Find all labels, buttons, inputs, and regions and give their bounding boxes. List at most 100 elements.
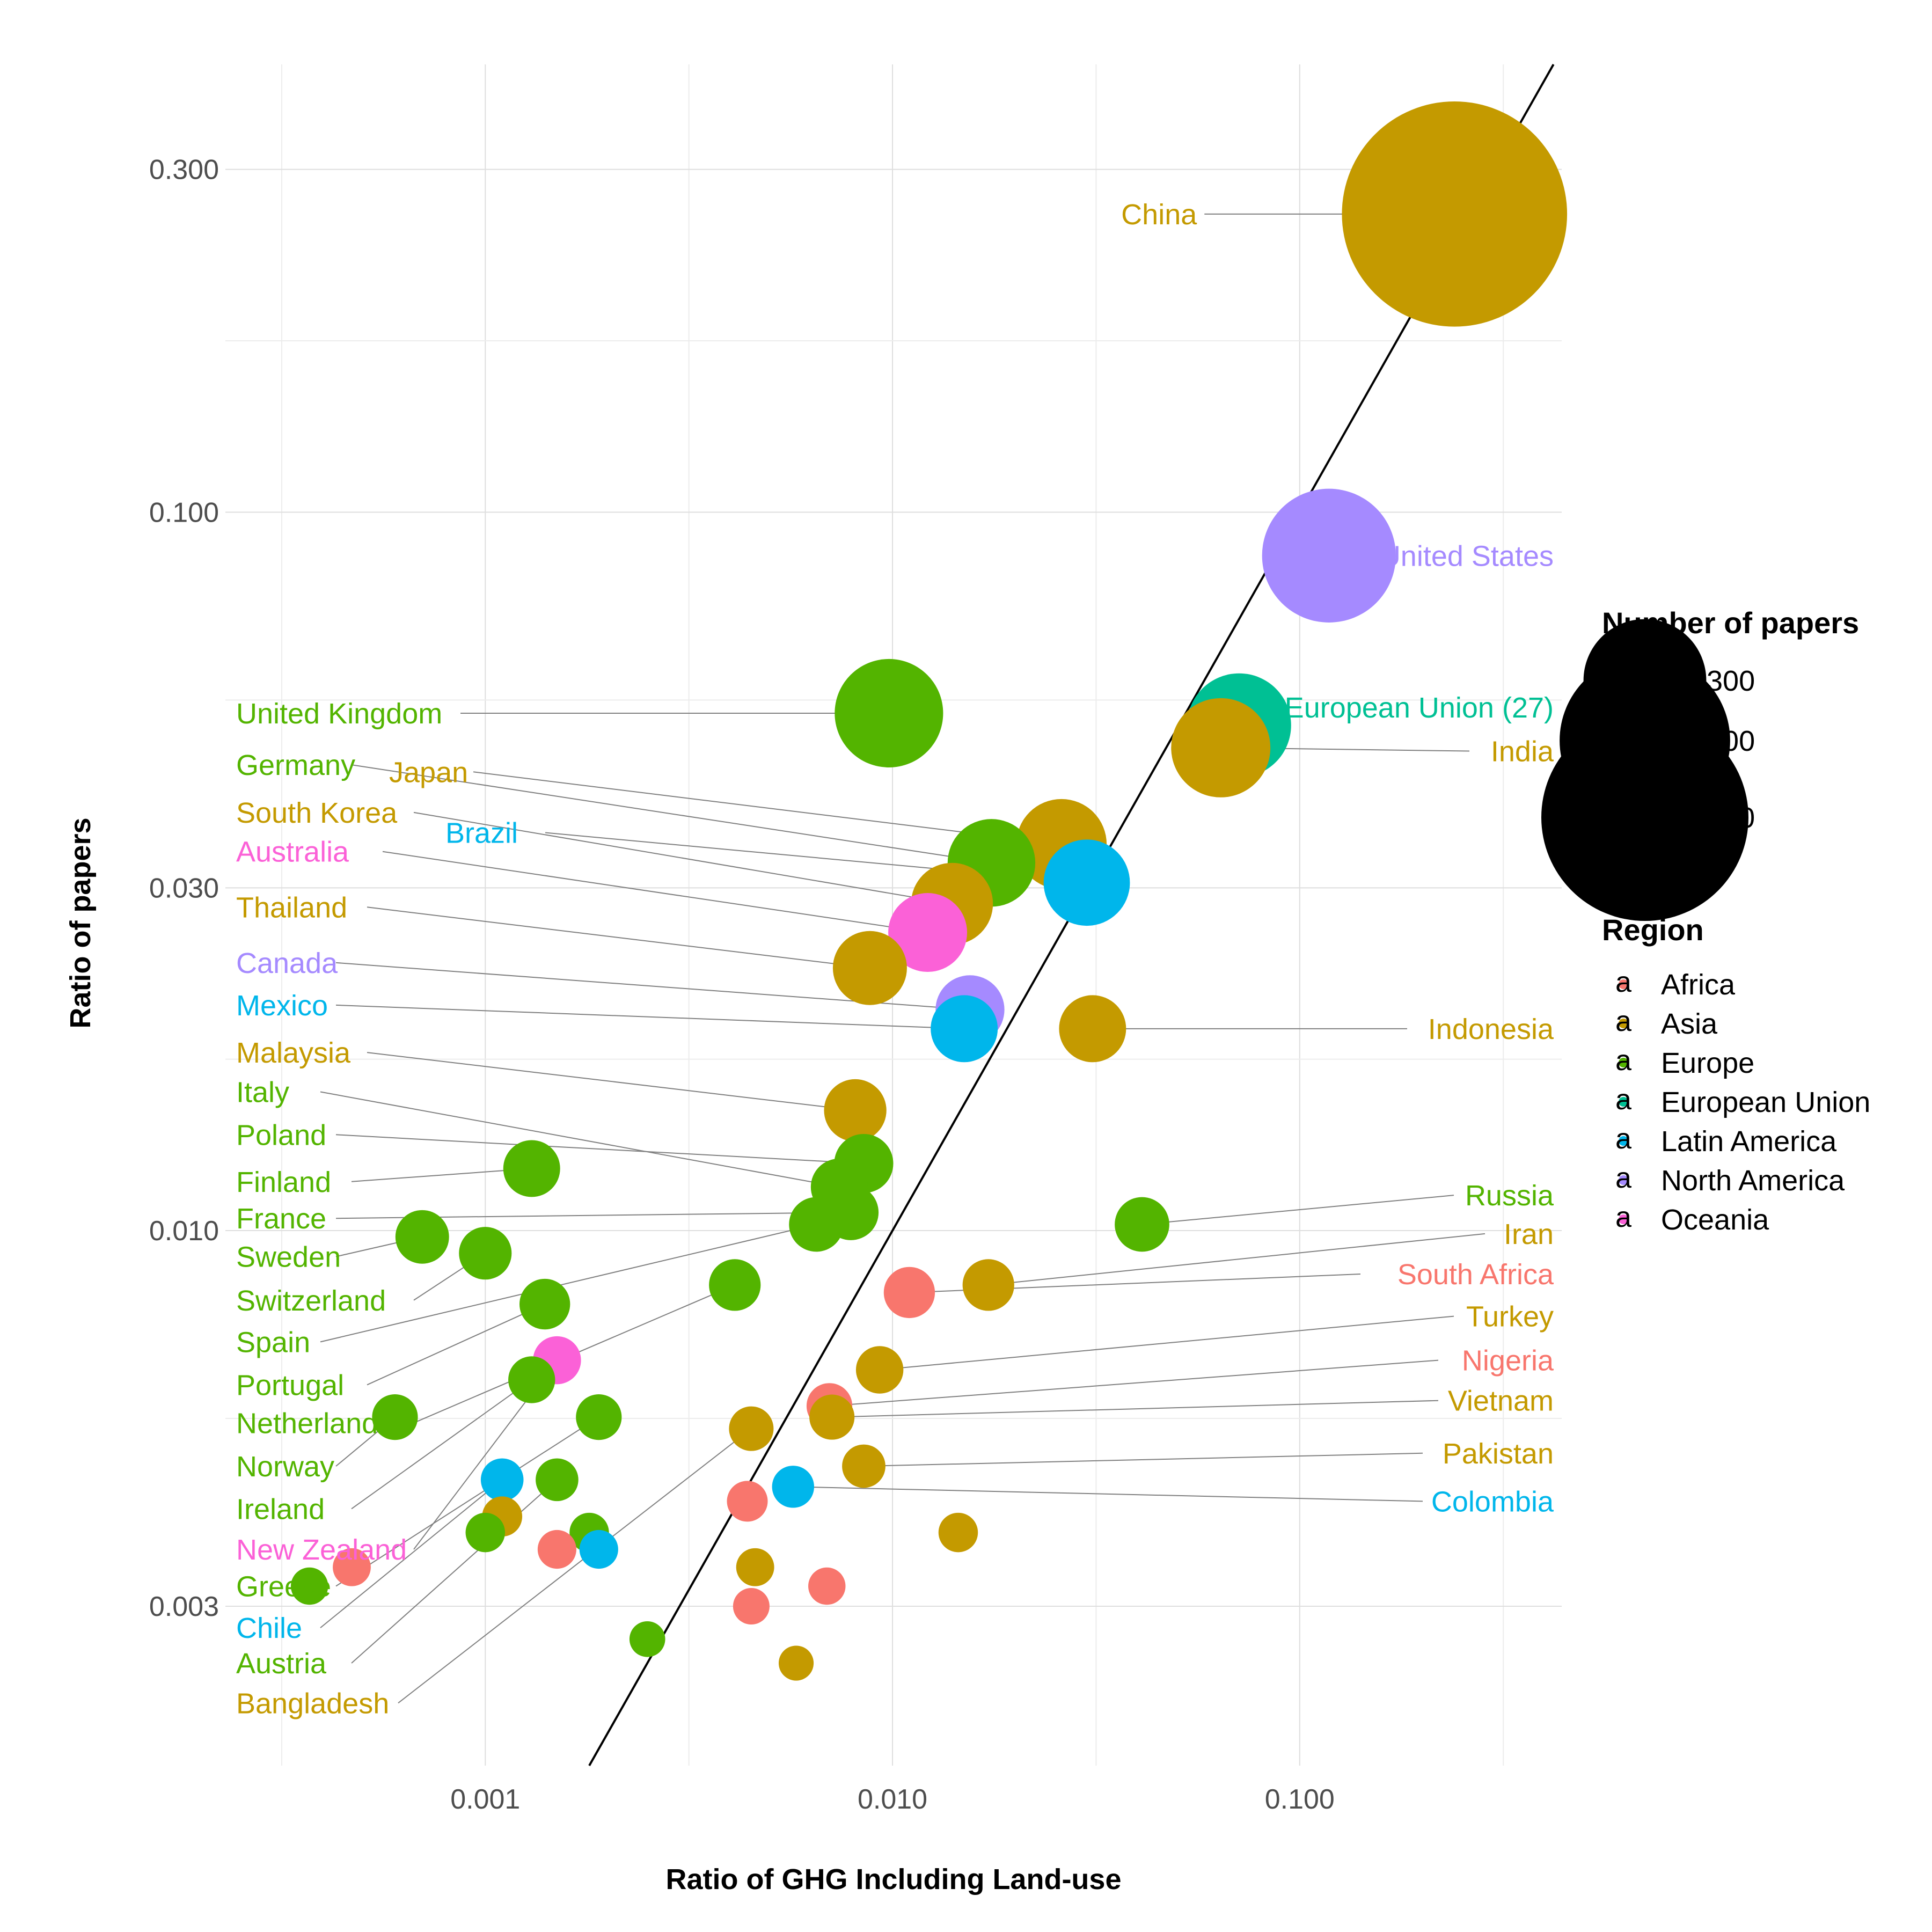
leader-line: [1141, 1195, 1454, 1225]
data-point: [855, 1346, 904, 1394]
leader-line: [988, 1233, 1485, 1286]
y-tick-label: 0.300: [149, 155, 219, 186]
data-point: [962, 1259, 1014, 1311]
leader-line: [382, 851, 928, 933]
leader-line: [367, 1052, 855, 1111]
country-label: Austria: [236, 1648, 327, 1680]
data-point: [1115, 1197, 1169, 1252]
data-point: [808, 1567, 846, 1605]
data-point: [778, 1645, 814, 1681]
country-label: New Zealand: [236, 1534, 407, 1566]
leader-line: [880, 1315, 1454, 1371]
data-point: [733, 1587, 770, 1625]
data-point: [938, 1512, 978, 1553]
country-label: Colombia: [1431, 1485, 1554, 1518]
y-axis-ticks: 0.003 0.010 0.030 0.100 0.300: [149, 155, 219, 1622]
data-point: [832, 931, 907, 1005]
y-axis-title: Ratio of papers: [64, 817, 97, 1028]
country-label: United Kingdom: [236, 698, 442, 730]
country-label: Thailand: [236, 891, 347, 924]
leader-line: [335, 1134, 864, 1164]
x-axis-ticks: 0.001 0.010 0.100: [450, 1784, 1335, 1815]
data-point: [508, 1356, 555, 1403]
country-label: Poland: [236, 1119, 326, 1151]
data-point: [888, 893, 968, 972]
leader-line: [413, 811, 953, 905]
country-label: United States: [1380, 540, 1554, 572]
country-label: Malaysia: [236, 1037, 351, 1069]
data-point: [835, 658, 943, 767]
country-label: Netherlands: [236, 1407, 392, 1439]
color-legend-dot: [1619, 1214, 1628, 1224]
data-point: [824, 1079, 887, 1142]
color-legend-glyph: a: [1615, 1123, 1632, 1155]
country-label: Canada: [236, 947, 338, 979]
country-label: Portugal: [236, 1369, 344, 1401]
color-legend-dot: [1619, 1136, 1628, 1146]
color-legend-label: Oceania: [1661, 1204, 1769, 1236]
data-point: [1059, 995, 1126, 1063]
data-point: [536, 1458, 579, 1502]
x-axis-title: Ratio of GHG Including Land-use: [666, 1863, 1122, 1896]
leader-line: [351, 764, 992, 863]
data-point: [1342, 101, 1568, 327]
size-legend-label: 900: [1707, 802, 1755, 834]
country-label: Indonesia: [1428, 1013, 1554, 1045]
data-point: [727, 1481, 768, 1522]
color-legend-dot: [1619, 1019, 1628, 1028]
leader-line: [367, 1304, 545, 1386]
country-label: Spain: [236, 1326, 310, 1358]
data-point: [333, 1548, 371, 1586]
data-point: [883, 1267, 935, 1319]
data-point: [519, 1278, 570, 1330]
color-legend-label: Asia: [1661, 1008, 1718, 1040]
color-legend-label: North America: [1661, 1165, 1845, 1197]
country-label: India: [1491, 736, 1554, 768]
data-point: [290, 1567, 328, 1605]
leader-line: [367, 906, 870, 969]
country-label: Australia: [236, 836, 349, 868]
leader-line: [351, 1168, 532, 1182]
country-label: Brazil: [445, 817, 518, 850]
country-label: Norway: [236, 1451, 334, 1483]
country-label: Turkey: [1466, 1301, 1554, 1333]
country-label: Pakistan: [1443, 1438, 1554, 1470]
data-point: [372, 1394, 418, 1440]
y-tick-label: 0.003: [149, 1591, 219, 1622]
leader-line: [398, 1428, 752, 1704]
leader-line: [793, 1486, 1423, 1502]
y-tick-label: 0.030: [149, 873, 219, 904]
color-legend-glyph: a: [1615, 1044, 1632, 1077]
data-point: [809, 1394, 855, 1440]
color-legend-dot: [1619, 1175, 1628, 1185]
color-legend-glyph: a: [1615, 1201, 1632, 1233]
y-tick-label: 0.010: [149, 1216, 219, 1247]
country-label: Greece: [236, 1570, 331, 1602]
country-label: Nigeria: [1462, 1345, 1554, 1377]
color-legend-dot: [1619, 1097, 1628, 1107]
color-legend-dot: [1619, 1058, 1628, 1067]
leader-line: [335, 1416, 599, 1587]
color-legend-glyph: a: [1615, 1084, 1632, 1116]
color-legend-label: Africa: [1661, 969, 1736, 1001]
country-label: Vietnam: [1448, 1385, 1554, 1417]
country-label: Japan: [389, 756, 468, 788]
data-point: [931, 995, 998, 1063]
data-point: [537, 1529, 576, 1569]
country-label: European Union (27): [1285, 692, 1554, 724]
leader-line: [320, 1224, 817, 1343]
country-label: Switzerland: [236, 1285, 386, 1317]
country-label: Ireland: [236, 1493, 325, 1525]
country-label: Italy: [236, 1077, 289, 1109]
data-point: [503, 1140, 560, 1197]
country-label: Russia: [1465, 1180, 1554, 1212]
color-legend-label: Latin America: [1661, 1125, 1837, 1158]
country-label: France: [236, 1203, 326, 1235]
leader-line: [832, 1400, 1439, 1418]
country-label: South Korea: [236, 797, 398, 829]
data-point: [1171, 698, 1271, 797]
leader-line: [829, 1359, 1439, 1407]
